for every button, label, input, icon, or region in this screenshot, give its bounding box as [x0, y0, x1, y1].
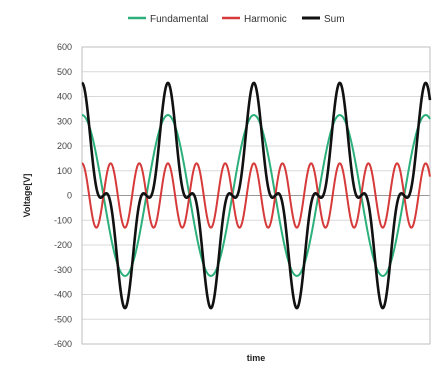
y-tick-label: -200 [54, 240, 72, 250]
y-tick-label: 400 [57, 92, 72, 102]
legend-label: Harmonic [244, 14, 287, 25]
y-tick-label: 0 [67, 191, 72, 201]
y-tick-label: 300 [57, 116, 72, 126]
legend-label: Fundamental [150, 14, 208, 25]
y-tick-labels: 600 500 400 300 200 100 0 -100 -200 -300 -400 -500 -… [54, 42, 72, 349]
series-lines [81, 81, 432, 310]
y-tick-label: -100 [54, 215, 72, 225]
y-tick-label: 200 [57, 141, 72, 151]
sum-line [81, 81, 432, 310]
y-tick-label: -600 [54, 339, 72, 349]
y-tick-label: 600 [57, 42, 72, 52]
legend-label: Sum [324, 14, 345, 25]
harmonic-line [81, 162, 431, 229]
legend: Fundamental Harmonic Sum [128, 14, 345, 25]
y-tick-label: -500 [54, 314, 72, 324]
y-tick-label: -400 [54, 290, 72, 300]
fundamental-line [81, 114, 431, 277]
gridlines [82, 46, 430, 345]
x-axis-title: time [247, 353, 266, 363]
y-axis-title: Voltage[V] [22, 174, 32, 218]
y-tick-label: 100 [57, 166, 72, 176]
plot-area-border [81, 46, 431, 345]
y-tick-label: 500 [57, 67, 72, 77]
y-tick-label: -300 [54, 265, 72, 275]
